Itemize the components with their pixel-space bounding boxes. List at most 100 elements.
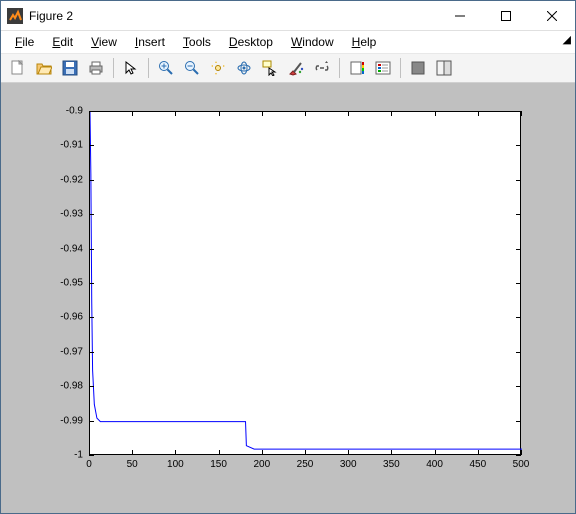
datacursor-icon[interactable] — [258, 56, 282, 80]
xtick-mark — [132, 450, 133, 455]
xtick-mark — [262, 450, 263, 455]
link-icon[interactable] — [310, 56, 334, 80]
zoom-out-icon[interactable] — [180, 56, 204, 80]
ytick-mark — [516, 180, 521, 181]
ytick-mark — [89, 214, 94, 215]
ytick-label: -0.91 — [49, 140, 83, 151]
xtick-mark — [435, 450, 436, 455]
brush-icon[interactable] — [284, 56, 308, 80]
xtick-mark — [391, 450, 392, 455]
ytick-mark — [89, 386, 94, 387]
ytick-mark — [516, 249, 521, 250]
ytick-label: -0.92 — [49, 174, 83, 185]
xtick-label: 250 — [297, 459, 314, 470]
minimize-button[interactable] — [437, 1, 483, 31]
menubar-overflow-icon[interactable]: ◢ — [563, 33, 571, 46]
xtick-label: 50 — [127, 459, 138, 470]
plot-line — [90, 112, 522, 449]
menu-insert[interactable]: Insert — [127, 33, 173, 51]
ytick-mark — [89, 455, 94, 456]
xtick-mark — [305, 450, 306, 455]
ytick-label: -0.96 — [49, 312, 83, 323]
ytick-label: -0.99 — [49, 415, 83, 426]
menu-file[interactable]: File — [7, 33, 42, 51]
ytick-mark — [89, 317, 94, 318]
xtick-mark — [89, 450, 90, 455]
xtick-mark — [348, 111, 349, 116]
xtick-label: 300 — [340, 459, 357, 470]
ytick-mark — [516, 386, 521, 387]
save-icon[interactable] — [58, 56, 82, 80]
xtick-mark — [521, 450, 522, 455]
new-figure-icon[interactable] — [6, 56, 30, 80]
matlab-app-icon — [7, 8, 23, 24]
colorbar-icon[interactable] — [345, 56, 369, 80]
toolbar — [1, 53, 575, 83]
ytick-mark — [89, 283, 94, 284]
ytick-mark — [516, 352, 521, 353]
ytick-mark — [516, 283, 521, 284]
ytick-label: -0.97 — [49, 346, 83, 357]
ytick-label: -0.94 — [49, 243, 83, 254]
dock-icon[interactable] — [432, 56, 456, 80]
xtick-label: 200 — [253, 459, 270, 470]
hide-tools-icon[interactable] — [406, 56, 430, 80]
xtick-mark — [89, 111, 90, 116]
plot-axes — [89, 111, 521, 455]
xtick-mark — [478, 450, 479, 455]
xtick-mark — [132, 111, 133, 116]
ytick-mark — [516, 317, 521, 318]
ytick-mark — [89, 352, 94, 353]
toolbar-separator — [339, 58, 340, 78]
menu-desktop[interactable]: Desktop — [221, 33, 281, 51]
pan-icon[interactable] — [206, 56, 230, 80]
toolbar-separator — [148, 58, 149, 78]
ytick-label: -1 — [49, 450, 83, 461]
pointer-icon[interactable] — [119, 56, 143, 80]
ytick-mark — [89, 421, 94, 422]
window-title: Figure 2 — [29, 9, 73, 23]
xtick-mark — [391, 111, 392, 116]
zoom-in-icon[interactable] — [154, 56, 178, 80]
line-plot — [90, 112, 522, 456]
xtick-label: 400 — [426, 459, 443, 470]
legend-icon[interactable] — [371, 56, 395, 80]
ytick-label: -0.98 — [49, 381, 83, 392]
xtick-label: 100 — [167, 459, 184, 470]
xtick-label: 150 — [210, 459, 227, 470]
menubar: FileEditViewInsertToolsDesktopWindowHelp… — [1, 31, 575, 53]
xtick-mark — [435, 111, 436, 116]
figure-area: -0.9 -0.91 -0.92 -0.93 -0.94 -0.95 -0.96 -0.97 -… — [1, 83, 575, 513]
toolbar-separator — [400, 58, 401, 78]
ytick-label: -0.95 — [49, 278, 83, 289]
open-icon[interactable] — [32, 56, 56, 80]
toolbar-separator — [113, 58, 114, 78]
ytick-mark — [516, 145, 521, 146]
xtick-mark — [262, 111, 263, 116]
maximize-button[interactable] — [483, 1, 529, 31]
xtick-mark — [478, 111, 479, 116]
xtick-mark — [521, 111, 522, 116]
close-button[interactable] — [529, 1, 575, 31]
ytick-label: -0.93 — [49, 209, 83, 220]
menu-help[interactable]: Help — [344, 33, 385, 51]
xtick-mark — [348, 450, 349, 455]
xtick-mark — [219, 450, 220, 455]
xtick-mark — [305, 111, 306, 116]
menu-window[interactable]: Window — [283, 33, 342, 51]
menu-edit[interactable]: Edit — [44, 33, 81, 51]
ytick-mark — [89, 180, 94, 181]
print-icon[interactable] — [84, 56, 108, 80]
ytick-label: -0.9 — [49, 106, 83, 117]
xtick-mark — [175, 111, 176, 116]
ytick-mark — [516, 421, 521, 422]
rotate3d-icon[interactable] — [232, 56, 256, 80]
xtick-label: 0 — [86, 459, 92, 470]
menu-tools[interactable]: Tools — [175, 33, 219, 51]
ytick-mark — [516, 455, 521, 456]
xtick-mark — [219, 111, 220, 116]
xtick-mark — [175, 450, 176, 455]
ytick-mark — [89, 249, 94, 250]
menu-view[interactable]: View — [83, 33, 125, 51]
xtick-label: 350 — [383, 459, 400, 470]
